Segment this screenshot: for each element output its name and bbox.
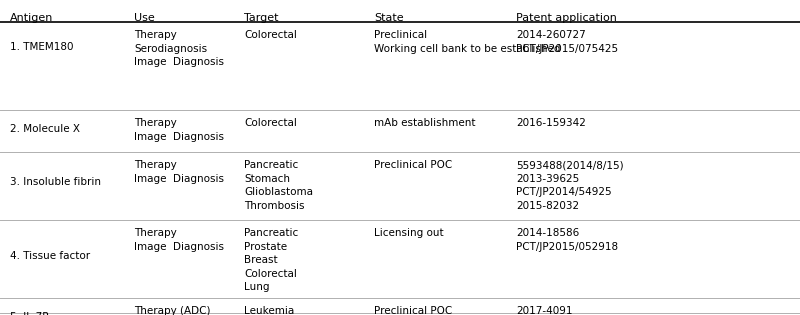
Text: 5593488(2014/8/15)
2013-39625
PCT/JP2014/54925
2015-82032: 5593488(2014/8/15) 2013-39625 PCT/JP2014… <box>516 160 624 211</box>
Text: 1. TMEM180: 1. TMEM180 <box>10 42 73 51</box>
Text: 5. IL-7R: 5. IL-7R <box>10 312 49 315</box>
Text: State: State <box>374 13 404 23</box>
Text: Colorectal: Colorectal <box>244 118 297 128</box>
Text: Antigen: Antigen <box>10 13 53 23</box>
Text: Use: Use <box>134 13 155 23</box>
Text: 3. Insoluble fibrin: 3. Insoluble fibrin <box>10 177 101 187</box>
Text: Leukemia
Autoimmune disease: Leukemia Autoimmune disease <box>244 306 354 315</box>
Text: Preclinical POC: Preclinical POC <box>374 306 453 315</box>
Text: 2014-260727
PCT/JP2015/075425: 2014-260727 PCT/JP2015/075425 <box>516 30 618 54</box>
Text: Therapy
Image  Diagnosis: Therapy Image Diagnosis <box>134 118 224 142</box>
Text: Therapy
Image  Diagnosis: Therapy Image Diagnosis <box>134 228 224 252</box>
Text: Therapy
Serodiagnosis
Image  Diagnosis: Therapy Serodiagnosis Image Diagnosis <box>134 30 224 67</box>
Text: 2017-4091: 2017-4091 <box>516 306 573 315</box>
Text: Preclinical POC: Preclinical POC <box>374 160 453 170</box>
Text: Therapy (ADC): Therapy (ADC) <box>134 306 211 315</box>
Text: Target: Target <box>244 13 278 23</box>
Text: Patent application: Patent application <box>516 13 617 23</box>
Text: Pancreatic
Stomach
Glioblastoma
Thrombosis: Pancreatic Stomach Glioblastoma Thrombos… <box>244 160 313 211</box>
Text: 2016-159342: 2016-159342 <box>516 118 586 128</box>
Text: Preclinical
Working cell bank to be established: Preclinical Working cell bank to be esta… <box>374 30 561 54</box>
Text: 2. Molecule X: 2. Molecule X <box>10 124 79 134</box>
Text: Licensing out: Licensing out <box>374 228 444 238</box>
Text: mAb establishment: mAb establishment <box>374 118 476 128</box>
Text: Therapy
Image  Diagnosis: Therapy Image Diagnosis <box>134 160 224 184</box>
Text: Colorectal: Colorectal <box>244 30 297 40</box>
Text: 2014-18586
PCT/JP2015/052918: 2014-18586 PCT/JP2015/052918 <box>516 228 618 252</box>
Text: 4. Tissue factor: 4. Tissue factor <box>10 251 90 261</box>
Text: Pancreatic
Prostate
Breast
Colorectal
Lung: Pancreatic Prostate Breast Colorectal Lu… <box>244 228 298 292</box>
